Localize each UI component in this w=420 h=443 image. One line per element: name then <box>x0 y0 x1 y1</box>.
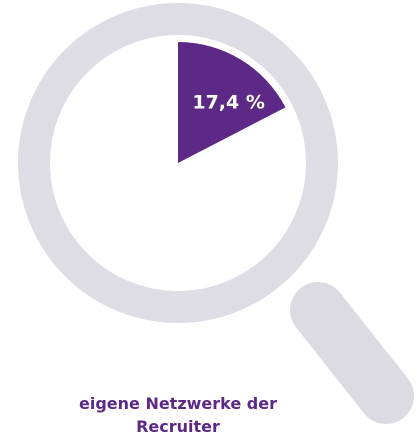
magnifier-ring <box>18 3 338 323</box>
pie-slice <box>178 42 286 163</box>
category-label: eigene Netzwerke der Recruiter <box>78 394 277 436</box>
value-label: 17,4 % <box>192 91 265 113</box>
magnifier-handle <box>290 282 414 424</box>
pie: 17,4 % <box>178 42 286 163</box>
